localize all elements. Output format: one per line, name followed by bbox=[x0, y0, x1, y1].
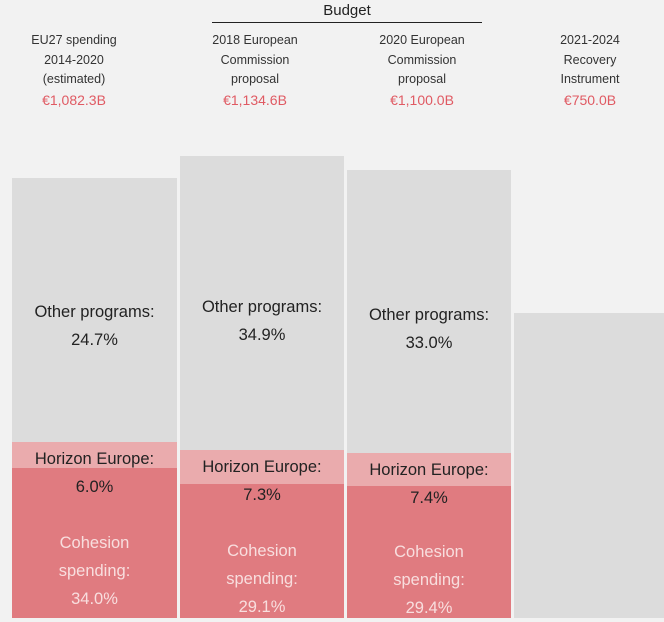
column-header: 2018 European Commission proposal €1,134.6B bbox=[172, 31, 338, 110]
segment-label-horizon: Horizon Europe: 6.0% bbox=[12, 445, 177, 501]
segment-label-cohesion: Cohesion spending: 29.1% bbox=[180, 537, 344, 621]
bar-segment-other: Other programs: 33.0% bbox=[347, 170, 511, 454]
bar-segment-cohesion: Cohesion spending: 34.0% bbox=[12, 468, 177, 618]
column-header: 2020 European Commission proposal €1,100.0B bbox=[339, 31, 505, 110]
column-header-line: Instrument bbox=[560, 72, 620, 86]
segment-name: spending: bbox=[58, 562, 131, 581]
column-header: EU27 spending 2014-2020 (estimated) €1,082.… bbox=[0, 31, 157, 110]
column-header-line: (estimated) bbox=[42, 72, 106, 86]
column-header: 2021-2024 Recovery Instrument €750.0B bbox=[507, 31, 664, 110]
segment-name: Other programs: bbox=[34, 302, 155, 321]
column-header-line: proposal bbox=[398, 72, 446, 86]
segment-label-horizon: Horizon Europe: 7.3% bbox=[180, 453, 344, 509]
segment-label-cohesion: Cohesion spending: 34.0% bbox=[12, 529, 177, 613]
column-total: €1,100.0B bbox=[390, 91, 454, 108]
segment-name: Horizon Europe: bbox=[34, 449, 155, 468]
segment-name: spending: bbox=[393, 571, 465, 590]
segment-value: 34.0% bbox=[71, 590, 118, 609]
segment-name: Cohesion bbox=[227, 541, 297, 560]
bar-segment-other: Other programs: 24.7% bbox=[12, 177, 177, 442]
bar-segment-cohesion: Cohesion spending: 29.4% bbox=[347, 486, 511, 618]
column-header-line: 2021-2024 bbox=[560, 33, 620, 47]
segment-value: 7.4% bbox=[410, 489, 448, 508]
column-header-line: 2018 European bbox=[212, 33, 298, 47]
segment-value: 6.0% bbox=[75, 477, 114, 496]
bar-segment-cohesion: Cohesion spending: 29.1% bbox=[180, 483, 344, 621]
segment-value: 7.3% bbox=[243, 485, 281, 504]
segment-value: 29.4% bbox=[405, 599, 453, 618]
segment-label-other: Other programs: 33.0% bbox=[347, 301, 511, 357]
column-header-line: 2020 European bbox=[379, 33, 465, 47]
column-total: €1,134.6B bbox=[223, 91, 287, 108]
bar-segment-horizon: Horizon Europe: 6.0% bbox=[12, 441, 177, 496]
segment-value: 24.7% bbox=[71, 330, 118, 349]
column-total: €750.0B bbox=[563, 91, 617, 108]
segment-value: 29.1% bbox=[238, 597, 286, 616]
bar-total bbox=[514, 312, 664, 618]
column-header-line: EU27 spending bbox=[31, 33, 117, 47]
bar-segment-other: Other programs: 34.9% bbox=[180, 156, 344, 450]
segment-name: Other programs: bbox=[368, 305, 490, 324]
segment-label-other: Other programs: 34.9% bbox=[180, 293, 344, 349]
segment-name: Other programs: bbox=[201, 297, 323, 316]
segment-label-other: Other programs: 24.7% bbox=[12, 298, 177, 354]
segment-label-cohesion: Cohesion spending: 29.4% bbox=[347, 538, 511, 622]
segment-name: Horizon Europe: bbox=[202, 457, 322, 476]
column-header-line: proposal bbox=[231, 72, 279, 86]
segment-value: 33.0% bbox=[405, 333, 453, 352]
column-header-line: Commission bbox=[387, 52, 457, 67]
segment-name: spending: bbox=[226, 569, 298, 588]
budget-group-rule bbox=[212, 22, 482, 23]
segment-name: Cohesion bbox=[59, 534, 130, 553]
bar-segment-horizon: Horizon Europe: 7.3% bbox=[180, 449, 344, 504]
segment-value: 34.9% bbox=[238, 325, 286, 344]
column-total: €1,082.3B bbox=[42, 91, 106, 108]
bar-segment-horizon: Horizon Europe: 7.4% bbox=[347, 453, 511, 507]
column-header-line: 2014-2020 bbox=[44, 52, 104, 67]
column-header-line: Recovery bbox=[563, 52, 617, 67]
budget-group-label: Budget bbox=[323, 2, 371, 19]
segment-name: Cohesion bbox=[394, 543, 464, 562]
segment-name: Horizon Europe: bbox=[369, 461, 489, 480]
column-header-line: Commission bbox=[220, 52, 290, 67]
segment-label-horizon: Horizon Europe: 7.4% bbox=[347, 456, 511, 512]
